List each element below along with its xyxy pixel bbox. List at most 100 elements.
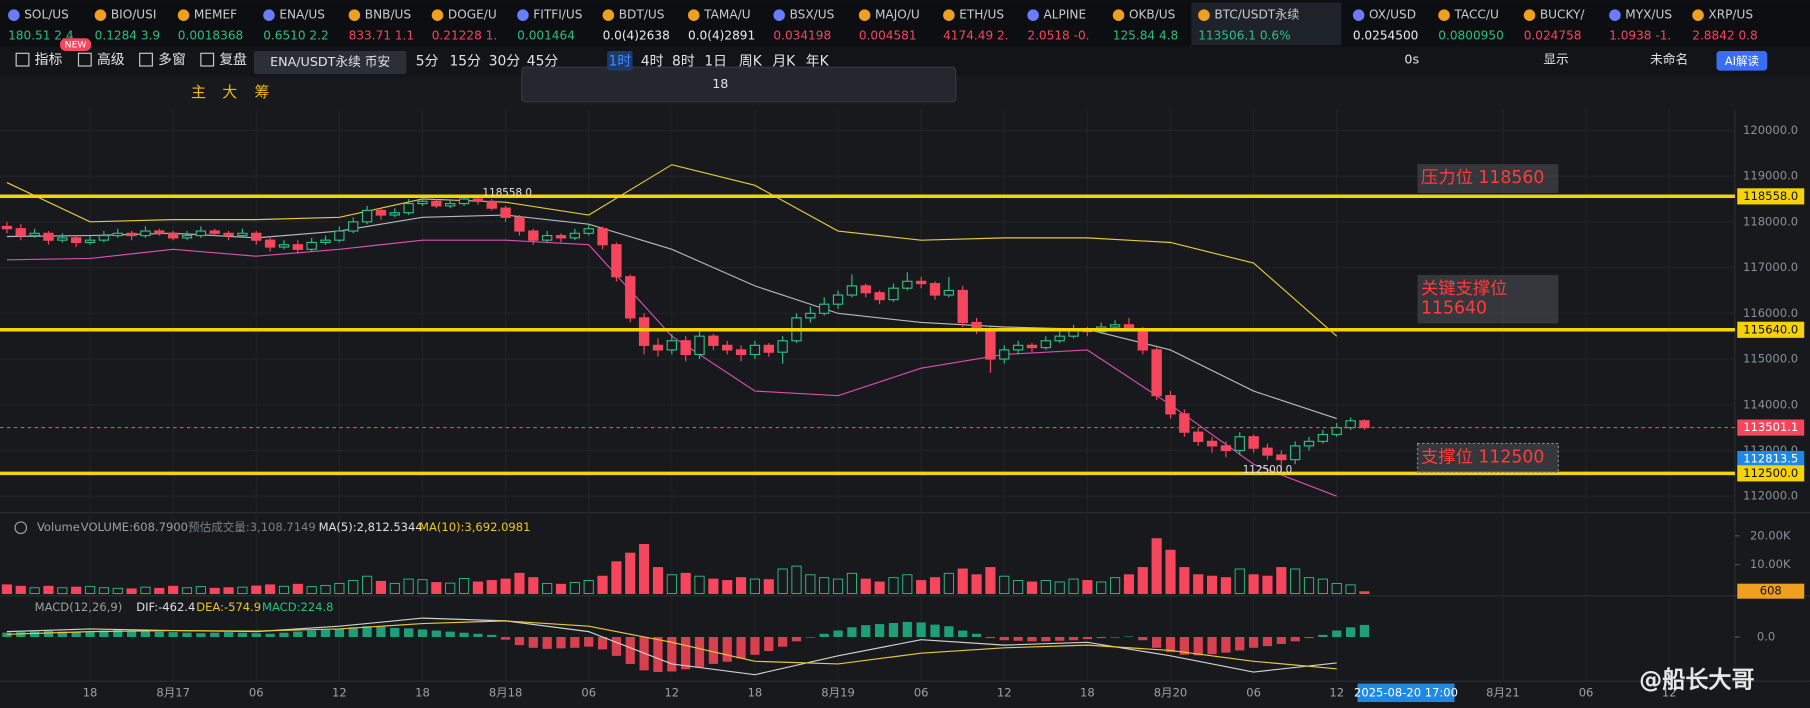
timeframe[interactable]: 1时 — [609, 53, 632, 69]
candle-body — [195, 230, 207, 237]
indicator-tag[interactable]: 筹 — [255, 83, 270, 101]
timeframe[interactable]: 15分 — [449, 53, 481, 69]
ticker-name[interactable]: ALPINE — [1044, 8, 1087, 22]
macd-bar — [1235, 637, 1245, 651]
volume-bar — [1290, 568, 1301, 594]
toolbar-right[interactable]: 显示 — [1543, 52, 1568, 67]
ticker-price[interactable]: 0.0(4)2638 — [603, 28, 670, 42]
ticker-name[interactable]: TACC/U — [1453, 8, 1498, 22]
y-tick-label: 119000.0 — [1743, 169, 1798, 183]
tool-item[interactable]: 指标 — [35, 52, 63, 68]
x-tick-label: 12 — [332, 685, 347, 699]
ticker-name[interactable]: BTC/USDT永续 — [1214, 8, 1299, 22]
ticker-price[interactable]: 0.0800950 — [1438, 28, 1503, 42]
timeframe[interactable]: 5分 — [416, 53, 439, 69]
timeframe[interactable]: 月K — [772, 53, 796, 69]
ticker-name[interactable]: MEMEF — [194, 8, 237, 22]
tool-item[interactable]: 复盘 — [219, 51, 247, 68]
ticker-name[interactable]: OX/USD — [1369, 8, 1416, 22]
ticker-icon — [1438, 9, 1450, 21]
ticker-name[interactable]: ETH/US — [959, 8, 1004, 22]
timeframe[interactable]: 周K — [739, 53, 763, 69]
candle-body — [846, 285, 858, 296]
indicator-tag[interactable]: 大 — [222, 83, 237, 101]
x-tick-label: 8月21 — [1486, 685, 1520, 699]
ticker-price[interactable]: 0.0018368 — [178, 28, 243, 42]
ticker-price[interactable]: 0.1284 3.9 — [95, 28, 160, 42]
volume-bar — [306, 586, 317, 594]
ticker-price[interactable]: 0.0(4)2891 — [688, 28, 755, 42]
ticker-name[interactable]: BUCKY/ — [1540, 8, 1586, 22]
tool-icon — [139, 52, 153, 67]
ticker-name[interactable]: SOL/US — [24, 8, 69, 22]
timeframe[interactable]: 8时 — [672, 53, 695, 69]
volume-bar — [805, 574, 816, 594]
legend-toggle[interactable] — [14, 521, 28, 535]
tool-item[interactable]: 高级 — [97, 51, 125, 68]
ticker-price[interactable]: 0.001464 — [517, 28, 575, 42]
volume-bar — [389, 582, 400, 594]
ticker-price[interactable]: 0.004581 — [859, 28, 917, 42]
timeframe[interactable]: 1日 — [704, 53, 727, 69]
volume-bar — [1262, 575, 1273, 594]
ticker-price[interactable]: 833.71 1.1 — [349, 28, 414, 42]
ticker-name[interactable]: BIO/USI — [111, 8, 157, 22]
timeframe[interactable]: 45分 — [527, 53, 559, 69]
ticker-name[interactable]: DOGE/U — [448, 8, 497, 22]
ticker-price[interactable]: 180.51 2.4 — [8, 28, 74, 42]
ai-button[interactable] — [1716, 50, 1768, 71]
tooltip-text: ENA/USDT永续 币安 — [270, 54, 390, 69]
macd-bar — [237, 632, 248, 638]
candle-body — [1234, 436, 1245, 452]
ticker-name[interactable]: BDT/US — [619, 8, 665, 22]
toolbar-right[interactable]: 未命名 — [1650, 52, 1688, 67]
ticker-name[interactable]: BNB/US — [365, 8, 412, 22]
volume-bar — [597, 575, 608, 594]
timeframe[interactable]: 年K — [806, 53, 830, 69]
ticker-name[interactable]: XRP/US — [1708, 8, 1753, 22]
ticker-price[interactable]: 1.0938 -1. — [1609, 28, 1671, 42]
indicator-tag[interactable]: 主 — [191, 83, 206, 101]
timeframe[interactable]: 30分 — [489, 53, 521, 69]
macd-bar — [930, 624, 940, 638]
volume-bar — [1013, 580, 1024, 594]
macd-bar — [487, 634, 497, 638]
ticker-name[interactable]: MAJO/U — [875, 8, 920, 22]
tool-item[interactable]: 多窗 — [158, 51, 186, 68]
ticker-name[interactable]: MYX/US — [1625, 8, 1672, 22]
ticker-price[interactable]: 0.21228 1. — [432, 28, 497, 42]
ticker-icon — [1609, 9, 1621, 21]
ticker-price[interactable]: 0.6510 2.2 — [263, 28, 328, 42]
ticker-price[interactable]: 0.0254500 — [1353, 28, 1418, 42]
candle-body — [652, 344, 664, 351]
ticker-price[interactable]: 2.8842 0.8 — [1692, 28, 1757, 42]
macd-bar — [778, 637, 788, 647]
volume-bar — [458, 578, 470, 594]
volume-bar — [1317, 578, 1328, 594]
font-size[interactable]: 18 — [712, 76, 728, 91]
ticker-price[interactable]: 125.84 4.8 — [1113, 28, 1178, 42]
ticker-price[interactable]: 2.0518 -0. — [1027, 28, 1089, 42]
volume-bar — [1082, 580, 1093, 594]
candle-body — [140, 230, 151, 237]
ticker-name[interactable]: TAMA/U — [703, 8, 750, 22]
ticker-name[interactable]: OKB/US — [1129, 8, 1176, 22]
macd-bar — [1179, 637, 1189, 655]
x-tick-label: 8月19 — [821, 685, 855, 699]
volume-bar — [126, 588, 137, 594]
toolbar-right[interactable]: 0s — [1404, 52, 1419, 67]
timeframe[interactable]: 4时 — [641, 53, 664, 69]
candle-body — [874, 292, 885, 301]
macd-bar — [971, 633, 982, 638]
ai-button-text[interactable]: AI解读 — [1725, 54, 1760, 68]
ticker-price[interactable]: 4174.49 2. — [943, 28, 1008, 42]
ticker-price[interactable]: 113506.1 0.6% — [1198, 28, 1290, 42]
ticker-name[interactable]: ENA/US — [279, 8, 325, 22]
new-badge-text: NEW — [65, 40, 87, 51]
ticker-name[interactable]: FITFI/US — [533, 8, 582, 22]
volume-bar — [943, 572, 954, 594]
candle-body — [334, 230, 345, 241]
ticker-name[interactable]: BSX/US — [790, 8, 835, 22]
ticker-price[interactable]: 0.034198 — [773, 28, 831, 42]
ticker-price[interactable]: 0.024758 — [1524, 28, 1582, 42]
